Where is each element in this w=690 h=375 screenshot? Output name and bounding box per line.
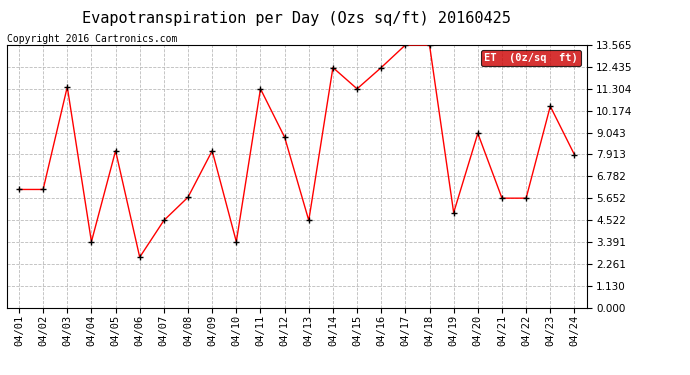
Text: Evapotranspiration per Day (Ozs sq/ft) 20160425: Evapotranspiration per Day (Ozs sq/ft) 2…: [82, 11, 511, 26]
Legend: ET  (0z/sq  ft): ET (0z/sq ft): [482, 50, 581, 66]
Text: Copyright 2016 Cartronics.com: Copyright 2016 Cartronics.com: [7, 34, 177, 44]
